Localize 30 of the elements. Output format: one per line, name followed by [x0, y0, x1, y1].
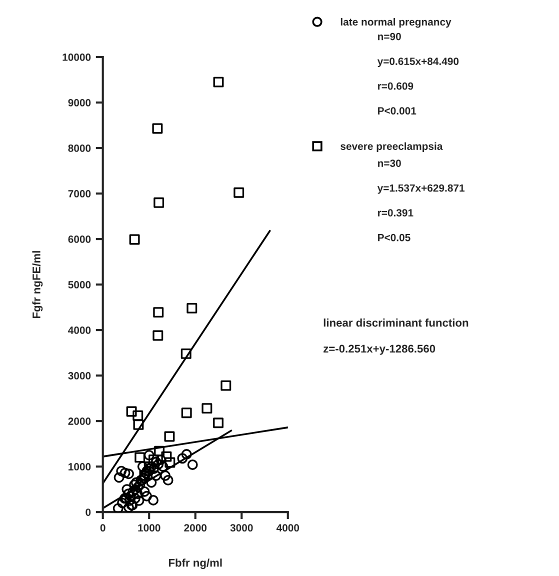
legend-label: severe preeclampsia [340, 142, 443, 152]
x-tick-label: 1000 [138, 524, 160, 532]
y-tick-label: 8000 [68, 144, 91, 152]
y-tick-label: 1000 [68, 463, 91, 470]
y-tick-label: 2000 [68, 418, 91, 425]
x-tick-label: 0 [100, 524, 106, 532]
y-axis-title: Fgfr ngFE/ml [32, 251, 43, 318]
y-tick-label: 4000 [68, 326, 91, 334]
text: z=-0.251x+y-1286.560 [324, 344, 436, 355]
x-tick-label: 2000 [184, 524, 207, 532]
text: y=1.537x+629.871 [377, 184, 465, 194]
legend-label: late normal pregnancy [340, 18, 452, 28]
y-tick-label: 0 [86, 508, 91, 516]
text: n=90 [378, 32, 401, 40]
y-tick-label: 9000 [68, 99, 91, 106]
y-tick-label: 3000 [68, 372, 91, 380]
y-tick-label: 10000 [62, 54, 91, 61]
y-tick-label: 5000 [68, 281, 91, 288]
text: r=0.609 [378, 82, 414, 90]
x-tick-label: 3000 [230, 524, 253, 532]
text: y=0.615x+84.490 [377, 58, 459, 68]
text: P<0.05 [378, 234, 410, 242]
text: r=0.391 [378, 209, 414, 217]
x-tick-label: 4000 [276, 524, 300, 532]
text: P<0.001 [378, 107, 416, 115]
text: n=30 [378, 160, 401, 167]
x-axis-title: Fbfr ng/ml [168, 558, 222, 569]
text: linear discriminant function [324, 318, 468, 327]
y-tick-label: 6000 [68, 236, 91, 243]
y-tick-label: 7000 [68, 190, 91, 198]
